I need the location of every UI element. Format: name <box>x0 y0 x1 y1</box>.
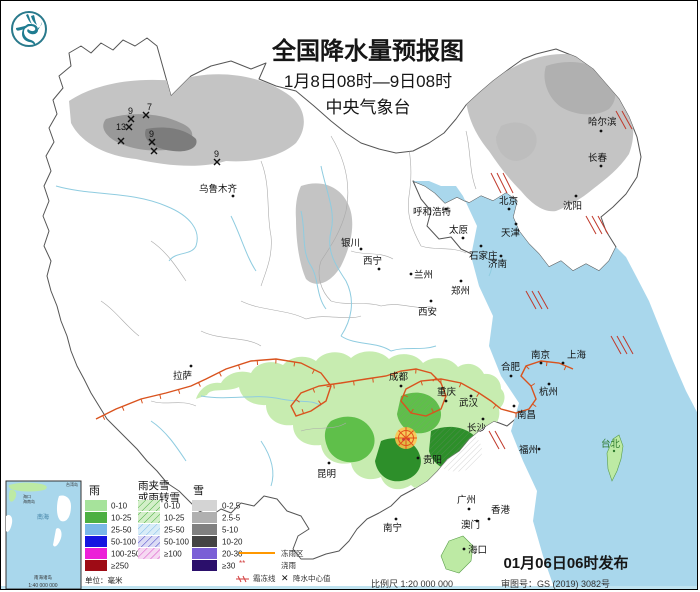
svg-text:25-50: 25-50 <box>111 526 132 535</box>
svg-text:5-10: 5-10 <box>222 526 239 535</box>
svg-text:北京: 北京 <box>499 195 518 207</box>
svg-text:澳门: 澳门 <box>461 519 480 531</box>
svg-text:≥100: ≥100 <box>164 550 182 559</box>
svg-text:中央气象台: 中央气象台 <box>326 98 411 117</box>
svg-text:南宁: 南宁 <box>383 522 402 534</box>
svg-text:成都: 成都 <box>389 371 409 383</box>
svg-text:**: ** <box>239 559 245 568</box>
svg-text:100-250: 100-250 <box>111 550 141 559</box>
svg-text:比例尺 1:20 000 000: 比例尺 1:20 000 000 <box>371 578 453 589</box>
svg-text:0-10: 0-10 <box>111 502 128 511</box>
svg-text:西安: 西安 <box>418 306 437 318</box>
svg-text:9: 9 <box>149 129 154 139</box>
svg-text:10-25: 10-25 <box>111 514 132 523</box>
svg-text:台湾岛: 台湾岛 <box>66 481 78 487</box>
svg-text:长春: 长春 <box>588 152 608 164</box>
svg-text:济南: 济南 <box>488 258 507 270</box>
svg-text:杭州: 杭州 <box>539 386 558 398</box>
svg-text:南海: 南海 <box>37 513 49 521</box>
svg-text:广州: 广州 <box>457 494 476 506</box>
svg-text:武汉: 武汉 <box>459 397 479 409</box>
svg-text:≥250: ≥250 <box>111 562 129 571</box>
svg-text:冻雨区: 冻雨区 <box>281 548 304 558</box>
svg-text:13: 13 <box>116 122 126 132</box>
svg-text:降水中心值: 降水中心值 <box>293 573 331 583</box>
svg-text:银川: 银川 <box>341 237 360 249</box>
svg-text:重庆: 重庆 <box>437 386 457 398</box>
svg-text:单位：毫米: 单位：毫米 <box>85 575 123 585</box>
svg-text:南昌: 南昌 <box>517 409 536 421</box>
svg-text:西宁: 西宁 <box>363 255 382 267</box>
svg-text:台北: 台北 <box>601 438 621 450</box>
svg-text:南京: 南京 <box>531 349 550 361</box>
svg-text:兰州: 兰州 <box>414 269 433 281</box>
svg-text:南海诸岛: 南海诸岛 <box>34 574 52 581</box>
svg-text:昆明: 昆明 <box>317 469 336 480</box>
svg-text:50-100: 50-100 <box>111 538 136 547</box>
svg-text:雨: 雨 <box>89 485 100 497</box>
svg-text:50-100: 50-100 <box>164 538 189 547</box>
svg-text:全国降水量预报图: 全国降水量预报图 <box>271 37 464 65</box>
svg-text:海口: 海口 <box>468 544 487 556</box>
svg-text:审图号：GS (2019) 3082号: 审图号：GS (2019) 3082号 <box>501 578 610 589</box>
svg-text:雪: 雪 <box>193 484 204 497</box>
svg-text:7: 7 <box>147 102 152 112</box>
svg-text:福州: 福州 <box>519 444 538 456</box>
svg-text:天津: 天津 <box>501 228 521 239</box>
svg-text:海南岛: 海南岛 <box>23 498 35 504</box>
svg-text:01月06日06时发布: 01月06日06时发布 <box>503 554 628 572</box>
svg-text:0-10: 0-10 <box>164 502 181 511</box>
svg-text:香港: 香港 <box>491 504 511 516</box>
svg-text:沈阳: 沈阳 <box>563 200 582 212</box>
svg-text:郑州: 郑州 <box>451 285 470 297</box>
svg-text:哈尔滨: 哈尔滨 <box>588 116 617 128</box>
svg-text:10-25: 10-25 <box>164 514 185 523</box>
svg-text:浇雨: 浇雨 <box>281 560 296 570</box>
svg-text:0-2.5: 0-2.5 <box>222 502 241 511</box>
svg-text:1:40 000 000: 1:40 000 000 <box>28 583 57 589</box>
svg-text:雨夹雪: 雨夹雪 <box>138 479 170 492</box>
svg-text:上海: 上海 <box>567 349 587 361</box>
svg-text:呼和浩特: 呼和浩特 <box>413 206 452 218</box>
svg-text:拉萨: 拉萨 <box>173 370 193 382</box>
svg-text:太原: 太原 <box>449 224 468 236</box>
svg-text:2.5-5: 2.5-5 <box>222 514 241 523</box>
svg-text:10-20: 10-20 <box>222 538 243 547</box>
svg-text:≥30: ≥30 <box>222 562 236 571</box>
svg-text:✕: ✕ <box>281 573 289 583</box>
svg-text:25-50: 25-50 <box>164 526 185 535</box>
svg-text:霜冻线: 霜冻线 <box>253 573 276 583</box>
svg-text:9: 9 <box>128 106 133 116</box>
svg-text:9: 9 <box>214 149 219 159</box>
svg-text:乌鲁木齐: 乌鲁木齐 <box>199 183 238 195</box>
svg-text:贵阳: 贵阳 <box>423 454 442 466</box>
svg-text:合肥: 合肥 <box>501 361 521 373</box>
svg-text:长沙: 长沙 <box>467 422 487 434</box>
svg-text:1月8日08时—9日08时: 1月8日08时—9日08时 <box>284 72 452 91</box>
